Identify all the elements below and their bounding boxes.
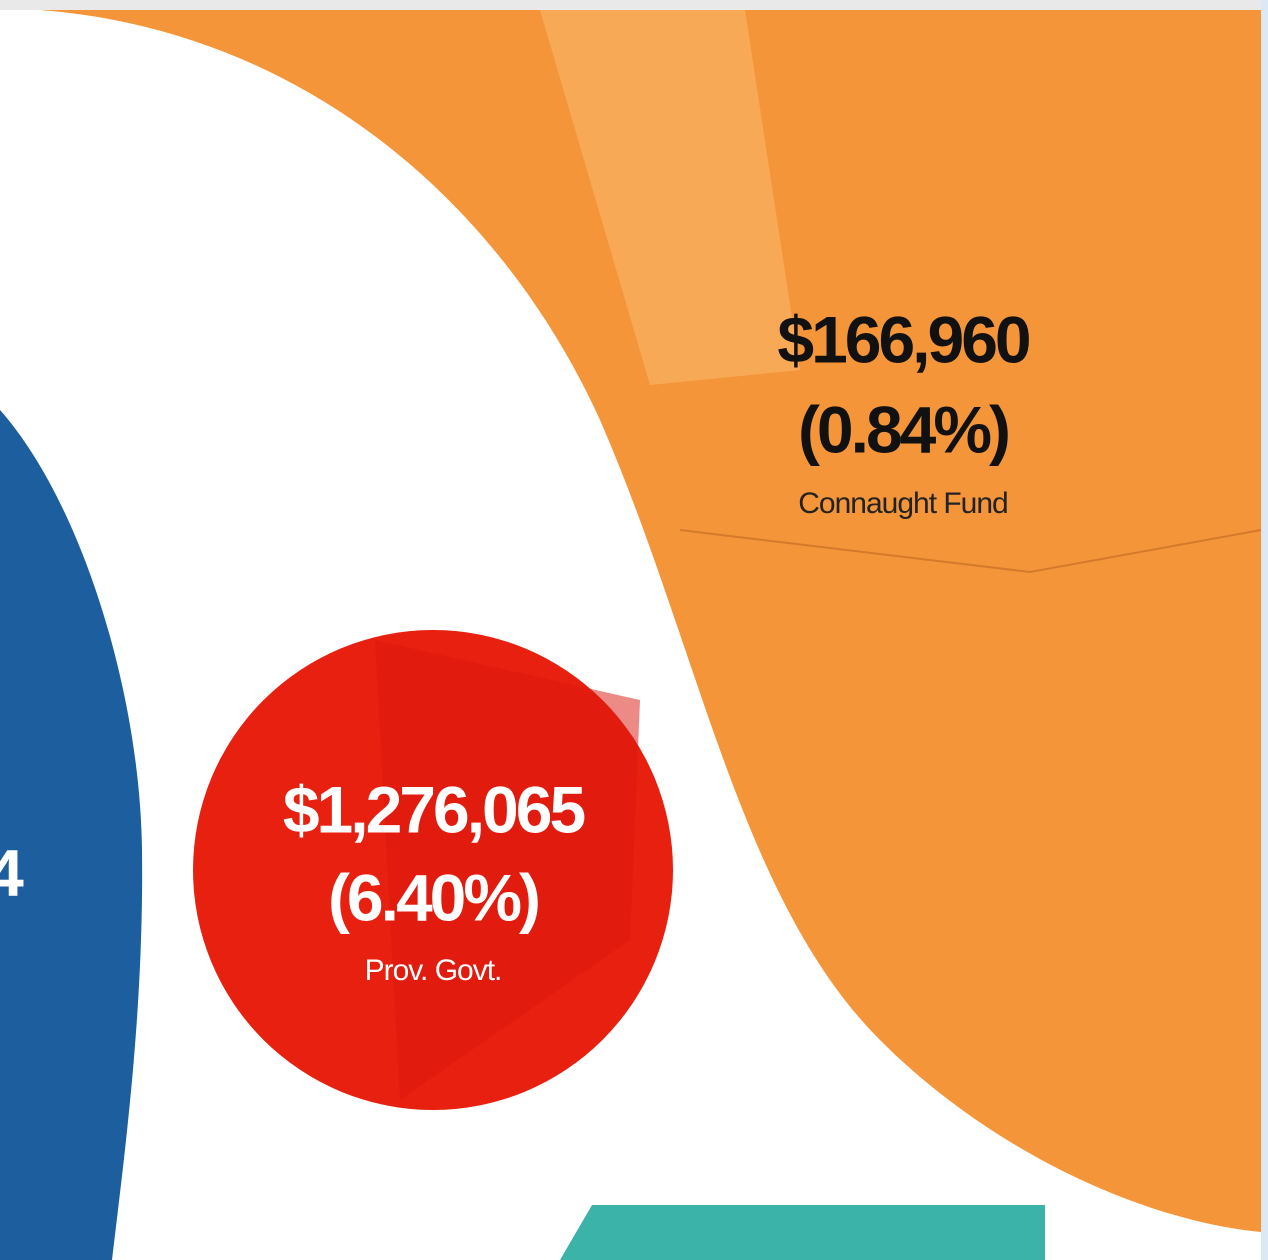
orange-bubble — [40, 10, 1261, 1232]
amount: $1,276,065 — [283, 772, 585, 846]
percent: (0.84%) — [798, 392, 1008, 466]
paper-edge — [679, 529, 1262, 574]
paper-texture — [375, 640, 640, 1100]
amount: $166,960 — [777, 302, 1029, 376]
teal-bubble — [560, 1205, 1045, 1260]
percent: (6.40%) — [328, 860, 538, 934]
label: Connaught Fund — [798, 487, 1008, 520]
top-strip — [0, 0, 1268, 10]
right-strip — [1261, 0, 1268, 1260]
blue-bubble — [0, 410, 143, 1260]
partial-text: 4 — [0, 835, 24, 909]
label: Prov. Govt. — [365, 954, 502, 987]
paper-texture — [540, 10, 800, 385]
